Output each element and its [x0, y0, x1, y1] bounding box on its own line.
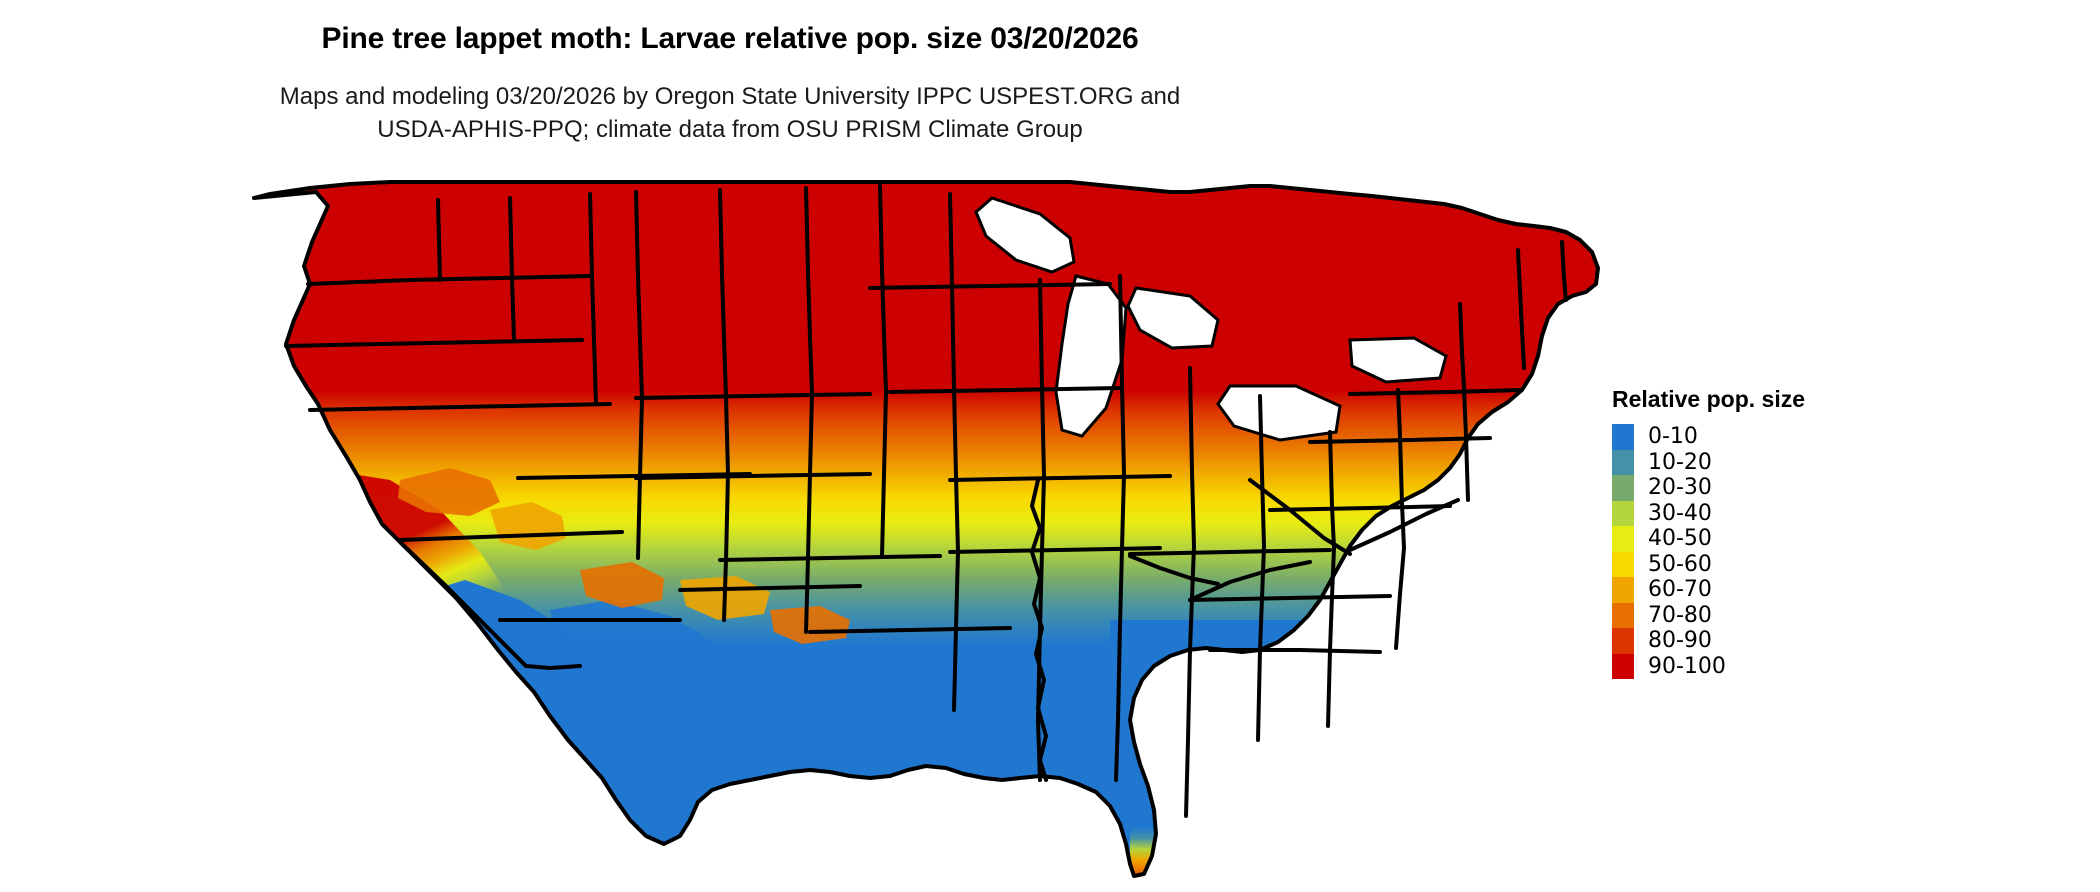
legend-swatch-80-90 — [1612, 628, 1634, 654]
legend-item-40-50[interactable]: 40-50 — [1612, 526, 1912, 552]
legend-item-90-100[interactable]: 90-100 — [1612, 653, 1912, 679]
legend-item-70-80[interactable]: 70-80 — [1612, 602, 1912, 628]
legend-item-80-90[interactable]: 80-90 — [1612, 628, 1912, 654]
legend-title: Relative pop. size — [1612, 386, 1806, 412]
map-legend: Relative pop. size 0-10 10-20 20-30 30-4… — [1612, 386, 1912, 679]
legend-swatch-0-10 — [1612, 424, 1634, 450]
legend-label-10-20: 10-20 — [1648, 449, 1712, 475]
legend-label-80-90: 80-90 — [1648, 628, 1712, 653]
legend-label-40-50: 40-50 — [1648, 526, 1712, 551]
legend-label-60-70: 60-70 — [1648, 577, 1712, 602]
legend-label-30-40: 30-40 — [1648, 500, 1712, 526]
legend-item-30-40[interactable]: 30-40 — [1612, 500, 1912, 526]
legend-swatch-30-40 — [1612, 500, 1634, 526]
us-choropleth-map — [250, 180, 1630, 880]
legend-item-10-20[interactable]: 10-20 — [1612, 449, 1912, 475]
legend-label-90-100: 90-100 — [1648, 653, 1726, 679]
legend-swatch-40-50 — [1612, 526, 1634, 552]
legend-item-60-70[interactable]: 60-70 — [1612, 577, 1912, 603]
great-lakes — [974, 196, 1448, 442]
page-title: Pine tree lappet moth: Larvae relative p… — [321, 22, 1139, 55]
legend-swatch-20-30 — [1612, 475, 1634, 501]
legend-swatch-60-70 — [1612, 577, 1634, 603]
legend-label-70-80: 70-80 — [1648, 602, 1712, 628]
subtitle-line-2: USDA-APHIS-PPQ; climate data from OSU PR… — [377, 116, 1083, 143]
legend-item-50-60[interactable]: 50-60 — [1612, 551, 1912, 577]
legend-swatch-50-60 — [1612, 551, 1634, 577]
legend-swatch-70-80 — [1612, 602, 1634, 628]
legend-swatch-90-100 — [1612, 653, 1634, 679]
subtitle-line-1: Maps and modeling 03/20/2026 by Oregon S… — [279, 83, 1181, 110]
legend-item-0-10[interactable]: 0-10 — [1612, 424, 1912, 450]
state-boundaries — [252, 180, 1600, 878]
page-subtitle: Maps and modeling 03/20/2026 by Oregon S… — [0, 80, 1460, 146]
legend-item-20-30[interactable]: 20-30 — [1612, 475, 1912, 501]
legend-label-0-10: 0-10 — [1648, 424, 1698, 449]
legend-items: 0-10 10-20 20-30 30-40 40-50 50-60 — [1612, 424, 1912, 679]
legend-label-50-60: 50-60 — [1648, 551, 1712, 577]
legend-label-20-30: 20-30 — [1648, 475, 1712, 500]
map-svg — [252, 180, 1600, 878]
legend-swatch-10-20 — [1612, 449, 1634, 475]
